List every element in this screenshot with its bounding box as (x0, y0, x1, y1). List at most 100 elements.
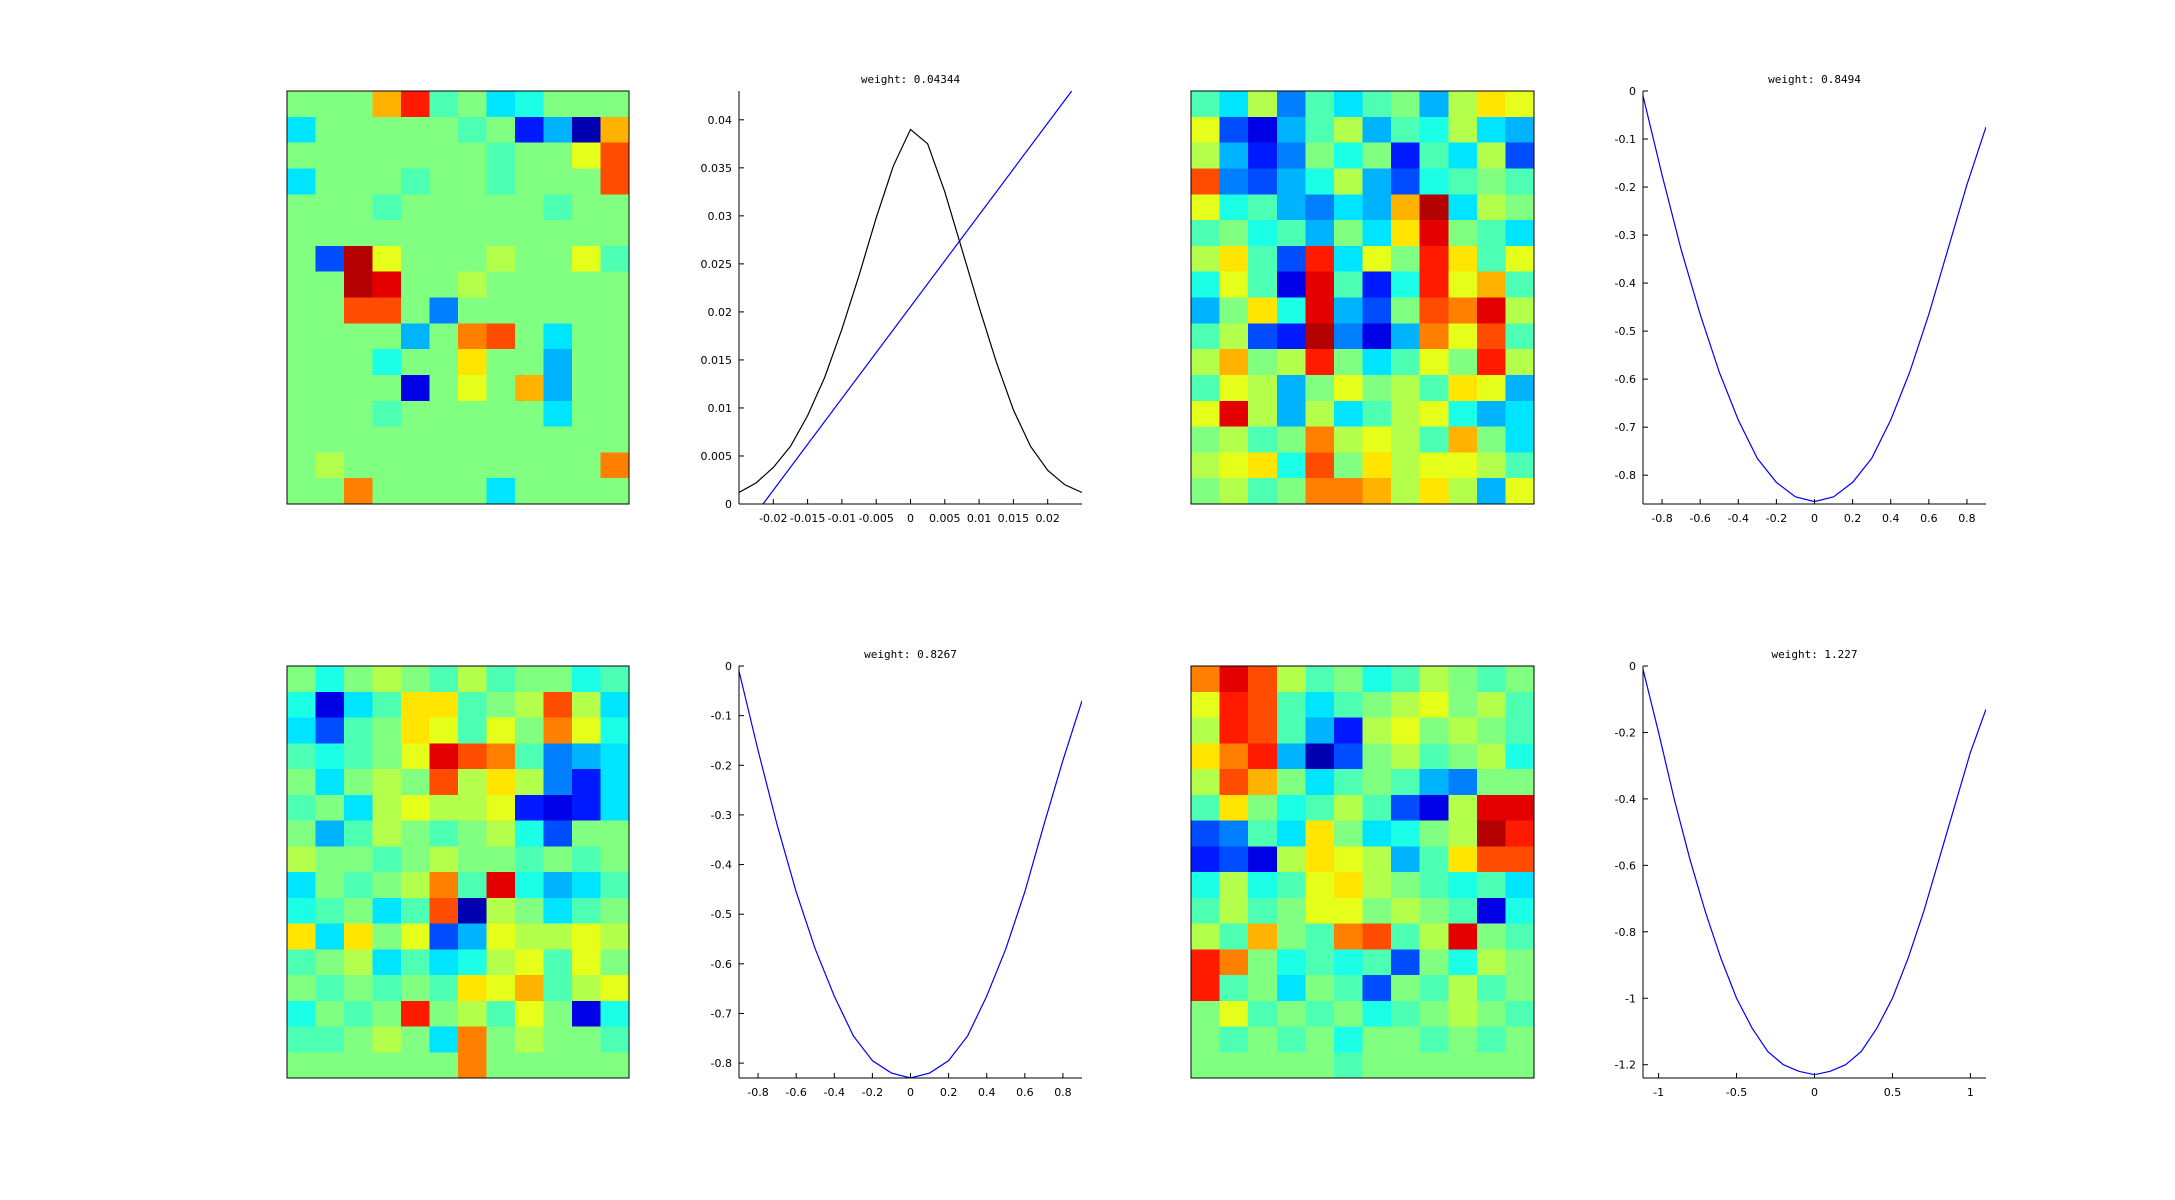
heatmap-cell (515, 898, 544, 924)
heatmap-cell (1505, 478, 1534, 504)
heatmap-cell (458, 821, 487, 847)
heatmap-cell (401, 401, 430, 427)
heatmap-cell (601, 375, 630, 401)
heatmap-cell (1505, 143, 1534, 169)
heatmap-cell (1391, 117, 1420, 143)
x-tick-label: -0.6 (1689, 512, 1710, 525)
heatmap-cell (487, 427, 516, 453)
heatmap-cell (1420, 846, 1449, 872)
heatmap-cell (515, 718, 544, 744)
heatmap-cell (287, 91, 316, 117)
heatmap-cell (1363, 349, 1392, 375)
heatmap-cell (1363, 1027, 1392, 1053)
heatmap-cell (1334, 743, 1363, 769)
heatmap-cell (1477, 949, 1506, 975)
heatmap-cell (1248, 1027, 1277, 1053)
heatmap-cell (515, 743, 544, 769)
x-tick-label: -0.015 (790, 512, 825, 525)
panel-8: weight: 1.227-1 -0.5 0 0.5 10-0.2-0.4-0.6-0.… (1615, 648, 1986, 1099)
heatmap-cell (430, 298, 459, 324)
heatmap-cell (1334, 666, 1363, 692)
heatmap-cell (601, 194, 630, 220)
heatmap-cell (1448, 452, 1477, 478)
heatmap-cell (430, 718, 459, 744)
heatmap-cell (1391, 769, 1420, 795)
heatmap-cell (401, 478, 430, 504)
heatmap-cell (1248, 323, 1277, 349)
y-tick-label: 0 (725, 660, 732, 673)
heatmap-cell (1248, 692, 1277, 718)
heatmap-cell (544, 168, 573, 194)
heatmap-cell (1505, 298, 1534, 324)
heatmap-cell (344, 872, 373, 898)
heatmap-cell (1191, 743, 1220, 769)
series-line-1 (1643, 669, 1986, 1074)
heatmap-cell (401, 298, 430, 324)
heatmap-cell (1477, 194, 1506, 220)
heatmap-cell (572, 769, 601, 795)
heatmap-cell (1477, 246, 1506, 272)
heatmap-cell (401, 427, 430, 453)
heatmap-cell (1191, 949, 1220, 975)
heatmap-cell (458, 1001, 487, 1027)
heatmap-cell (601, 478, 630, 504)
heatmap-cell (1477, 975, 1506, 1001)
heatmap-cell (1420, 194, 1449, 220)
heatmap-cell (1363, 821, 1392, 847)
heatmap-cell (1248, 949, 1277, 975)
heatmap-cell (1191, 898, 1220, 924)
heatmap-cell (1420, 718, 1449, 744)
heatmap-cell (601, 1001, 630, 1027)
heatmap-cell (1477, 478, 1506, 504)
heatmap-cell (1420, 323, 1449, 349)
x-tick-label: 0 (907, 512, 914, 525)
series-line-2 (763, 91, 1072, 504)
heatmap-cell (1477, 769, 1506, 795)
heatmap-cell (1420, 821, 1449, 847)
x-tick-label: -0.8 (1651, 512, 1672, 525)
heatmap-cell (1191, 349, 1220, 375)
heatmap-cell (401, 692, 430, 718)
heatmap-cell (373, 1027, 402, 1053)
heatmap-cell (1391, 718, 1420, 744)
heatmap-cell (287, 1052, 316, 1078)
heatmap-cell (1363, 924, 1392, 950)
heatmap-cell (1448, 898, 1477, 924)
heatmap-cell (1505, 821, 1534, 847)
heatmap-cell (316, 924, 345, 950)
heatmap-cell (1220, 452, 1249, 478)
heatmap-cell (1477, 1027, 1506, 1053)
heatmap-cell (430, 846, 459, 872)
heatmap-cell (572, 375, 601, 401)
heatmap-cell (1305, 272, 1334, 298)
heatmap-cell (430, 872, 459, 898)
heatmap-cell (1391, 666, 1420, 692)
x-tick-label: -0.4 (1728, 512, 1749, 525)
y-tick-label: -0.4 (711, 859, 732, 872)
heatmap-cell (373, 143, 402, 169)
heatmap-cell (373, 401, 402, 427)
heatmap-cell (458, 949, 487, 975)
heatmap-cell (1477, 91, 1506, 117)
heatmap-cell (344, 1052, 373, 1078)
series-line-1 (739, 129, 1082, 492)
heatmap-cell (316, 872, 345, 898)
heatmap-cell (1505, 949, 1534, 975)
heatmap-cell (1363, 117, 1392, 143)
heatmap-cell (1220, 246, 1249, 272)
chart-title: weight: 1.227 (1771, 648, 1857, 661)
heatmap-cell (515, 272, 544, 298)
heatmap-cell (1277, 692, 1306, 718)
heatmap-cell (572, 975, 601, 1001)
y-tick-label: -0.5 (711, 908, 732, 921)
heatmap-cell (515, 846, 544, 872)
heatmap-cell (1363, 220, 1392, 246)
heatmap-cell (1391, 323, 1420, 349)
heatmap-cell (1334, 898, 1363, 924)
heatmap-cell (572, 272, 601, 298)
heatmap-cell (1448, 246, 1477, 272)
heatmap-cell (287, 246, 316, 272)
heatmap-cell (1477, 117, 1506, 143)
heatmap-cell (544, 924, 573, 950)
heatmap-cell (1505, 168, 1534, 194)
